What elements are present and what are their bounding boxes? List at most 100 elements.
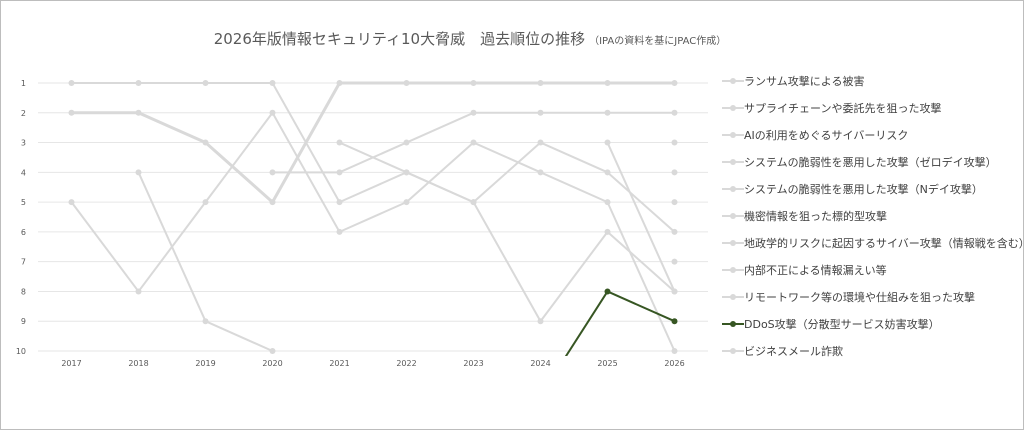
legend-item: システムの脆弱性を悪用した攻撃（Nデイ攻撃） (722, 182, 983, 196)
x-tick-label: 2018 (128, 359, 148, 368)
legend-label: DDoS攻撃（分散型サービス妨害攻撃） (744, 317, 940, 331)
data-point (336, 80, 343, 86)
y-tick-label: 6 (21, 228, 26, 237)
series-line (70, 111, 676, 352)
data-point (671, 288, 678, 295)
x-axis-ticks: 2017 2018 2019 2020 2021 2022 2023 2024 2025 2026 (61, 359, 684, 368)
data-point (671, 318, 678, 325)
data-point (537, 109, 544, 116)
legend-label: リモートワーク等の環境や仕組みを狙った攻撃 (744, 290, 975, 304)
legend-item: リモートワーク等の環境や仕組みを狙った攻撃 (722, 290, 975, 304)
data-point (336, 139, 343, 146)
data-point (671, 258, 678, 265)
data-point (269, 80, 276, 86)
legend-swatch-marker (730, 240, 736, 246)
y-tick-label: 2 (21, 109, 26, 118)
data-point (336, 228, 343, 235)
legend-swatch-marker (730, 186, 736, 192)
legend-label: 機密情報を狙った標的型攻撃 (744, 209, 887, 223)
data-point (68, 199, 75, 206)
series-8 (336, 139, 678, 325)
data-point (604, 139, 611, 146)
legend-label: ビジネスメール詐欺 (744, 344, 843, 358)
data-point (671, 199, 678, 206)
x-tick-label: 2021 (329, 359, 349, 368)
series-3 (671, 169, 678, 176)
series-line-entry (564, 290, 609, 356)
data-point (135, 288, 142, 295)
data-point (68, 80, 75, 86)
data-point (604, 169, 611, 176)
legend-item: 機密情報を狙った標的型攻撃 (722, 209, 887, 223)
data-point (269, 199, 276, 206)
legend-label: ランサム攻撃による被害 (744, 74, 864, 88)
series-9 (604, 288, 678, 325)
x-tick-label: 2024 (530, 359, 550, 368)
legend-swatch-marker (730, 78, 736, 84)
data-point (403, 199, 410, 206)
y-tick-label: 9 (21, 317, 26, 326)
y-tick-label: 7 (21, 258, 26, 267)
legend-label: システムの脆弱性を悪用した攻撃（ゼロデイ攻撃） (744, 155, 997, 169)
chart-title: 2026年版情報セキュリティ10大脅威 過去順位の推移 (213, 30, 586, 48)
data-point (336, 199, 343, 206)
data-point (671, 139, 678, 146)
data-point (68, 109, 75, 116)
data-point (470, 199, 477, 206)
data-point (604, 80, 611, 86)
data-point (604, 228, 611, 235)
series-0 (68, 80, 678, 206)
data-point (336, 169, 343, 176)
legend-item: 内部不正による情報漏えい等 (722, 263, 887, 277)
data-point (604, 199, 611, 206)
data-point (269, 169, 276, 176)
legend-item: システムの脆弱性を悪用した攻撃（ゼロデイ攻撃） (722, 155, 997, 169)
data-point (269, 348, 276, 354)
data-point (671, 228, 678, 235)
data-point (537, 80, 544, 86)
series-line (606, 142, 676, 292)
y-axis-ticks: 1 2 3 4 5 6 7 8 9 10 (16, 79, 26, 356)
legend-swatch-marker (730, 321, 736, 327)
legend-item: ランサム攻撃による被害 (722, 74, 864, 88)
y-tick-label: 1 (21, 79, 26, 88)
y-tick-label: 10 (16, 347, 26, 356)
series-line (607, 290, 675, 323)
y-tick-label: 3 (21, 139, 26, 148)
data-point (202, 318, 209, 325)
series-1 (269, 109, 678, 176)
y-tick-label: 4 (21, 168, 26, 177)
data-point (269, 109, 276, 116)
series-line (71, 81, 675, 204)
x-tick-label: 2020 (262, 359, 282, 368)
data-point (403, 139, 410, 146)
data-point (403, 169, 410, 176)
data-point (202, 199, 209, 206)
data-point (671, 169, 678, 176)
series-2 (671, 139, 678, 146)
x-tick-label: 2019 (195, 359, 215, 368)
data-point (470, 109, 477, 116)
series-4 (671, 199, 678, 206)
legend-item: サプライチェーンや委託先を狙った攻撃 (722, 101, 941, 115)
data-point (537, 169, 544, 176)
data-point (671, 348, 678, 354)
legend-item: DDoS攻撃（分散型サービス妨害攻撃） (722, 317, 940, 331)
data-point (470, 139, 477, 146)
legend-label: 内部不正による情報漏えい等 (744, 263, 887, 277)
gridlines (38, 82, 708, 352)
data-point (135, 109, 142, 116)
legend-label: AIの利用をめぐるサイバーリスク (744, 129, 908, 142)
x-tick-label: 2025 (597, 359, 617, 368)
series-10 (68, 109, 678, 354)
data-point (202, 80, 209, 86)
data-point (604, 109, 611, 116)
series-group (68, 80, 678, 356)
data-point (135, 169, 142, 176)
data-point (470, 80, 477, 86)
legend-swatch-marker (730, 267, 736, 273)
data-point (537, 139, 544, 146)
series-line (339, 141, 676, 323)
